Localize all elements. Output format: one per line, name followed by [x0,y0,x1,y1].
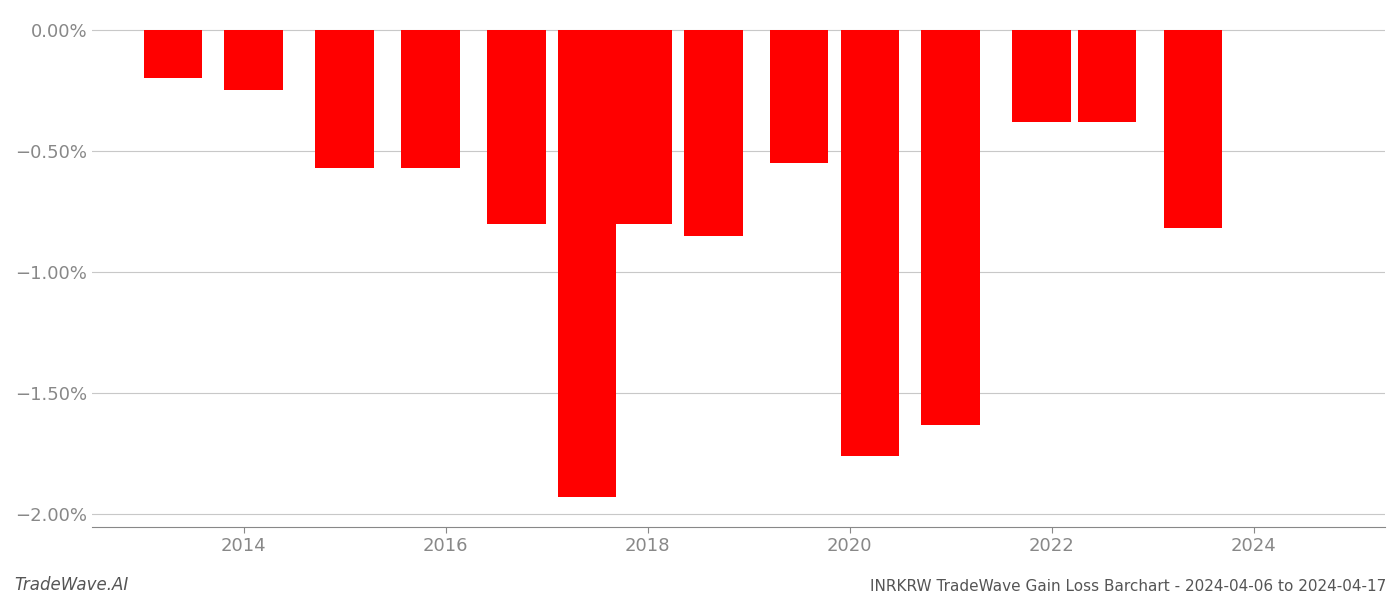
Bar [224,29,283,90]
Bar [921,29,980,425]
Bar [685,29,742,236]
Bar [1163,29,1222,229]
Bar [144,29,202,78]
Bar [315,29,374,168]
Bar [840,29,899,456]
Bar [400,29,459,168]
Bar [487,29,546,224]
Bar [770,29,829,163]
Text: INRKRW TradeWave Gain Loss Barchart - 2024-04-06 to 2024-04-17: INRKRW TradeWave Gain Loss Barchart - 20… [869,579,1386,594]
Bar [1012,29,1071,122]
Bar [1078,29,1137,122]
Bar [557,29,616,497]
Text: TradeWave.AI: TradeWave.AI [14,576,129,594]
Bar [613,29,672,224]
